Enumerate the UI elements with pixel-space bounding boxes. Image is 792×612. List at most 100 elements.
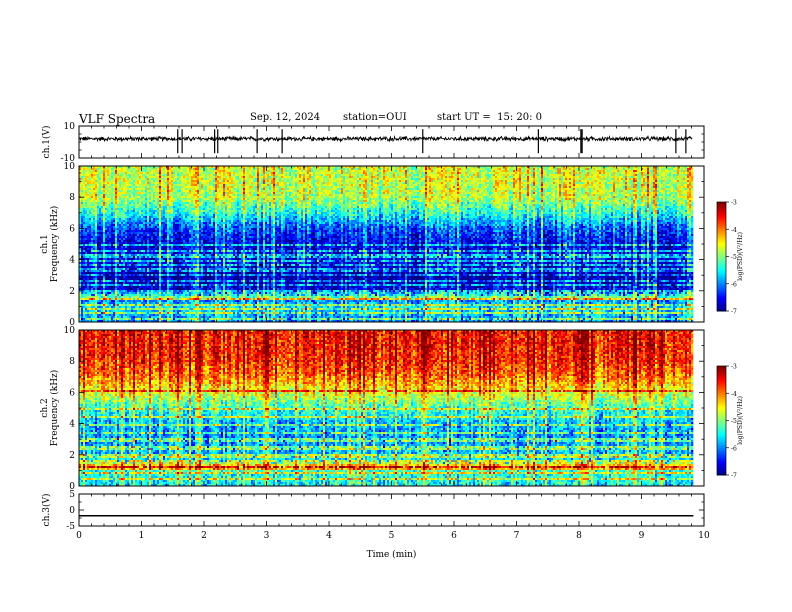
ch1-spectrogram-cell bbox=[139, 170, 142, 173]
ch1-spectrogram-cell bbox=[177, 216, 180, 219]
ch1-spectrogram-cell bbox=[95, 244, 98, 247]
ch1-spectrogram-cell bbox=[101, 194, 104, 197]
ch1-spectrogram-cell bbox=[135, 210, 138, 213]
ch1-spectrogram-cell bbox=[147, 316, 150, 319]
ch1-spectrogram-cell bbox=[85, 184, 88, 187]
ch1-spectrogram-cell bbox=[81, 206, 84, 209]
ch1-spectrogram-cell bbox=[103, 258, 106, 261]
ch1-spectrogram-cell bbox=[97, 310, 100, 313]
ch1-spectrogram-cell bbox=[93, 202, 96, 205]
ch1-spectrogram-cell bbox=[179, 308, 182, 311]
ch1-spectrogram-cell bbox=[175, 196, 178, 199]
ch1-spectrogram-cell bbox=[167, 220, 170, 223]
ch1-spectrogram-cell bbox=[103, 172, 106, 175]
ch1-spectrogram-cell bbox=[179, 314, 182, 317]
ch1-spectrogram-cell bbox=[197, 170, 200, 173]
ch1-spectrogram-cell bbox=[123, 230, 126, 233]
ch1-spectrogram-cell bbox=[201, 202, 204, 205]
ch1-spectrogram-cell bbox=[89, 248, 92, 251]
ch1-spectrogram-cell bbox=[157, 184, 160, 187]
ch1-spectrogram-cell bbox=[135, 276, 138, 279]
ch1-spectrogram-cell bbox=[101, 258, 104, 261]
ch1-spectrogram-cell bbox=[125, 218, 128, 221]
ch1-spectrogram-cell bbox=[159, 280, 162, 283]
ch1-spectrogram-cell bbox=[173, 258, 176, 261]
ch1-spectrogram-cell bbox=[163, 206, 166, 209]
ch1-spectrogram-cell bbox=[179, 226, 182, 229]
ch1-spectrogram-cell bbox=[183, 176, 186, 179]
ch1-spectrogram-cell bbox=[179, 180, 182, 183]
ch1-spectrogram-cell bbox=[91, 280, 94, 283]
ch1-spectrogram-cell bbox=[199, 178, 202, 181]
ch1-spectrogram-cell bbox=[125, 310, 128, 313]
ch1-spectrogram-cell bbox=[177, 238, 180, 241]
ch1-spectrogram-cell bbox=[173, 240, 176, 243]
ch1-spectrogram-cell bbox=[191, 292, 194, 295]
ch1-spectrogram-cell bbox=[189, 320, 192, 323]
ch1-spectrogram-cell bbox=[111, 222, 114, 225]
ch1-spectrogram-cell bbox=[183, 238, 186, 241]
ch1-spectrogram-cell bbox=[113, 238, 116, 241]
ch1-spectrogram-cell bbox=[107, 236, 110, 239]
ch1-spectrogram-cell bbox=[117, 226, 120, 229]
ch1-spectrogram-cell bbox=[143, 262, 146, 265]
ch1-spectrogram-cell bbox=[189, 212, 192, 215]
ch1-spectrogram-cell bbox=[191, 206, 194, 209]
ch1-spectrogram-cell bbox=[123, 260, 126, 263]
ch1-spectrogram-cell bbox=[99, 194, 102, 197]
ch1-spectrogram-cell bbox=[183, 190, 186, 193]
ch1-spectrogram-cell bbox=[177, 282, 180, 285]
ch1-spectrogram-cell bbox=[179, 220, 182, 223]
ch1-spectrogram-cell bbox=[149, 278, 152, 281]
ch1-spectrogram-cell bbox=[137, 240, 140, 243]
ch1-spectrogram-cell bbox=[137, 278, 140, 281]
ch1-spectrogram-cell bbox=[83, 242, 86, 245]
ch1-spectrogram-cell bbox=[163, 214, 166, 217]
ch1-spectrogram-cell bbox=[145, 252, 148, 255]
ch1-spectrogram-cell bbox=[121, 246, 124, 249]
ch1-spectrogram-cell bbox=[179, 292, 182, 295]
ch1-spectrogram-cell bbox=[193, 236, 196, 239]
ch1-spectrogram-cell bbox=[191, 234, 194, 237]
ch1-spectrogram-cell bbox=[115, 198, 118, 201]
ch1-spectrogram-cell bbox=[199, 264, 202, 267]
ch1-spectrogram-cell bbox=[141, 278, 144, 281]
ch1-spectrogram-cell bbox=[131, 300, 134, 303]
ch1-spectrogram-cell bbox=[175, 318, 178, 321]
ch1-spectrogram-cell bbox=[157, 204, 160, 207]
ch1-spectrogram-cell bbox=[79, 204, 82, 207]
ch1-spectrogram-cell bbox=[137, 234, 140, 237]
ch1-spectrogram-cell bbox=[95, 248, 98, 251]
ch1-spectrogram-cell bbox=[109, 274, 112, 277]
ch1-spectrogram-cell bbox=[107, 212, 110, 215]
ch1-spectrogram-cell bbox=[107, 216, 110, 219]
ch1-spectrogram-cell bbox=[91, 202, 94, 205]
ch1-spectrogram-cell bbox=[193, 274, 196, 277]
ch1-spectrogram-cell bbox=[89, 238, 92, 241]
ch1-spectrogram-cell bbox=[157, 292, 160, 295]
ch1-spectrogram-cell bbox=[165, 248, 168, 251]
ch1-spectrogram-cell bbox=[191, 212, 194, 215]
ch1-spectrogram-cell bbox=[117, 182, 120, 185]
ch1-spectrogram-cell bbox=[183, 168, 186, 171]
ch1-spectrogram-cell bbox=[115, 238, 118, 241]
ch1-spectrogram-cell bbox=[111, 272, 114, 275]
ch1-spectrogram-cell bbox=[123, 254, 126, 257]
ch1-spectrogram-cell bbox=[191, 268, 194, 271]
ch1-spectrogram-cell bbox=[135, 302, 138, 305]
ch1-spectrogram-cell bbox=[79, 244, 82, 247]
ch1-spectrogram-cell bbox=[191, 242, 194, 245]
ch1-spectrogram-cell bbox=[133, 212, 136, 215]
ch1-spectrogram-cell bbox=[189, 278, 192, 281]
ch1-spectrogram-cell bbox=[143, 278, 146, 281]
ch1-spectrogram-cell bbox=[171, 284, 174, 287]
ch1-spectrogram-cell bbox=[183, 234, 186, 237]
ch1-spectrogram-cell bbox=[195, 170, 198, 173]
ch1-spectrogram-cell bbox=[187, 182, 190, 185]
ch1-spectrogram-cell bbox=[169, 176, 172, 179]
ch1-spectrogram-cell bbox=[113, 272, 116, 275]
ch1-spectrogram-cell bbox=[149, 304, 152, 307]
ch1-spectrogram-cell bbox=[101, 178, 104, 181]
ch1-spectrogram-cell bbox=[135, 240, 138, 243]
ch1-spectrogram-cell bbox=[185, 246, 188, 249]
